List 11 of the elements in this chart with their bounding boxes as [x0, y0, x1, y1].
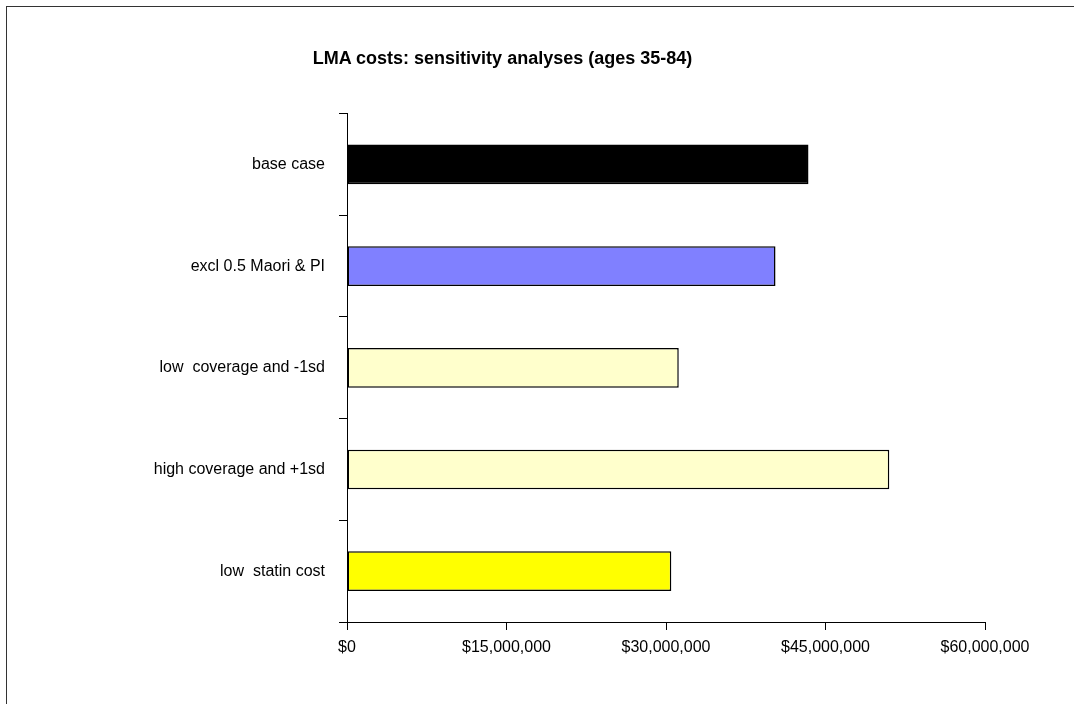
y-tick-label: base case — [252, 154, 326, 172]
chart-title: LMA costs: sensitivity analyses (ages 35-84) — [312, 47, 693, 68]
x-tick-label: $30,000,000 — [621, 638, 711, 656]
x-tick-label: $0 — [338, 638, 356, 656]
y-tick-label: low coverage and -1sd — [159, 358, 325, 376]
y-tick-label: excl 0.5 Maori & PI — [190, 256, 325, 274]
y-tick-label: high coverage and +1sd — [153, 459, 325, 477]
y-tick-label: low statin cost — [220, 561, 326, 579]
x-tick-label: $45,000,000 — [781, 638, 871, 656]
x-tick-label: $15,000,000 — [462, 638, 552, 656]
x-tick-label: $60,000,000 — [940, 638, 1030, 656]
